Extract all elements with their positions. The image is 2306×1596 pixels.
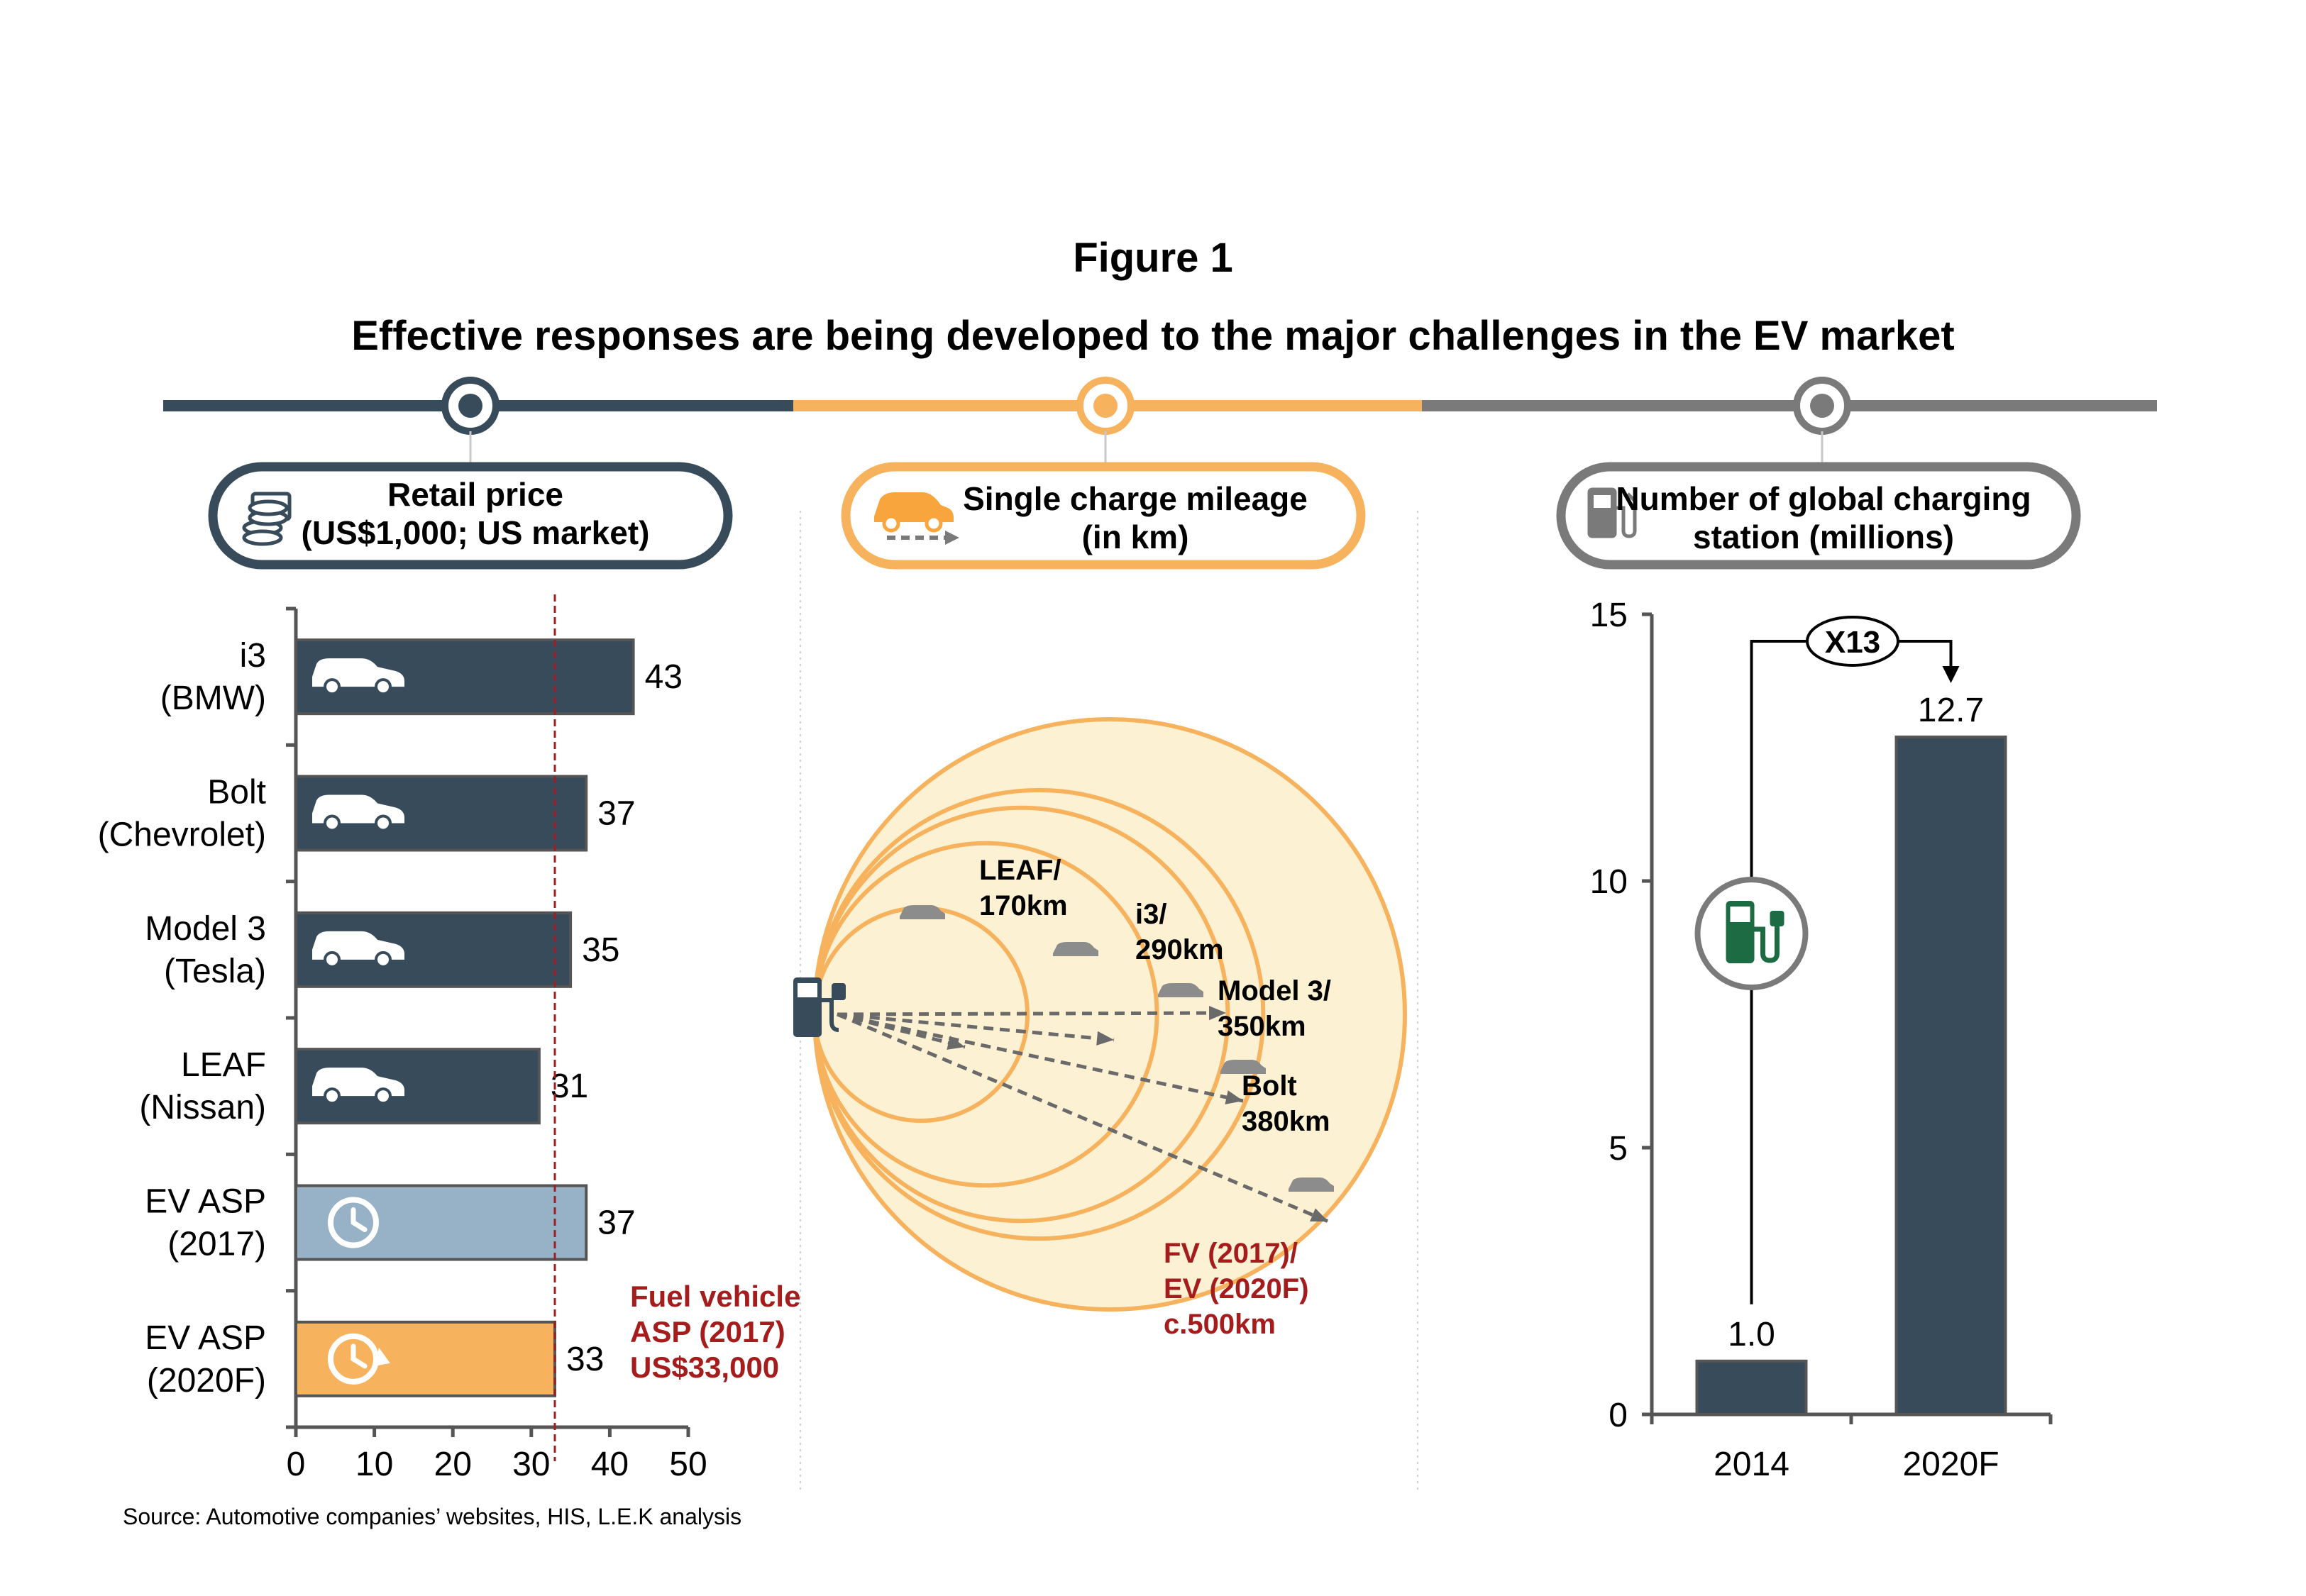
mileage-ring-label: 380km [1242, 1106, 1330, 1137]
mileage-ring-label: Bolt [1242, 1070, 1297, 1102]
car-icon [312, 658, 404, 696]
clock-arrow-icon [328, 1333, 390, 1385]
price-category-line2: (BMW) [160, 680, 266, 717]
range-arrowhead [1209, 1005, 1226, 1021]
charging-station-icon [793, 977, 846, 1037]
price-category-line1: EV ASP [145, 1183, 266, 1221]
price-category-line2: (2020F) [147, 1362, 266, 1400]
price-x-tick-label: 0 [287, 1446, 306, 1483]
mileage-title-line1: Single charge mileage [963, 480, 1308, 517]
timeline-node-mileage [1076, 377, 1135, 468]
price-category-line1: LEAF [181, 1046, 266, 1084]
price-x-tick-label: 20 [434, 1446, 472, 1483]
price-bar-value: 35 [582, 931, 619, 969]
stations-title-line2: station (millions) [1693, 519, 1954, 555]
price-category-line1: i3 [240, 637, 266, 675]
stations-pill-label: Number of global charging station (milli… [1604, 480, 2043, 556]
price-title-line1: Retail price [387, 476, 563, 513]
station-category-label: 2014 [1714, 1446, 1789, 1483]
range-arrowhead [1310, 1208, 1328, 1222]
station-bar [1894, 735, 2007, 1416]
reference-line-label: Fuel vehicle [630, 1280, 800, 1313]
timeline-node-price [441, 377, 500, 468]
money-stack-icon [242, 492, 292, 546]
price-bar [294, 1184, 588, 1261]
timeline-node-stations [1793, 377, 1851, 468]
stations-pill [1556, 462, 2081, 570]
price-title-line2: (US$1,000; US market) [301, 514, 650, 551]
price-x-tick-label: 50 [669, 1446, 707, 1483]
mileage-ring-label: FV (2017)/ [1164, 1238, 1298, 1269]
station-y-tick-label: 15 [1590, 597, 1628, 634]
mileage-title-line2: (in km) [1081, 519, 1189, 555]
price-bar-value: 33 [566, 1341, 604, 1378]
price-bar [294, 1320, 556, 1397]
station-y-tick-label: 0 [1609, 1397, 1628, 1434]
price-x-tick-label: 40 [591, 1446, 629, 1483]
car-icon [312, 1068, 404, 1105]
range-arrow [837, 1012, 1329, 1224]
mileage-ring-label: c.500km [1164, 1309, 1276, 1340]
price-category-line1: EV ASP [145, 1319, 266, 1357]
station-y-tick-label: 10 [1590, 863, 1628, 901]
range-arrowhead [1225, 1090, 1243, 1104]
car-icon [1158, 983, 1203, 997]
price-pill [208, 462, 733, 570]
mileage-ring-label: 290km [1135, 934, 1224, 965]
mileage-ring-label: Model 3/ [1218, 975, 1331, 1007]
fuel-pump-icon [1587, 487, 1637, 538]
price-category-line1: Model 3 [145, 910, 266, 948]
price-category-line2: (Nissan) [139, 1089, 266, 1126]
price-category-line1: Bolt [207, 774, 266, 811]
range-arrow [837, 1012, 1244, 1103]
ev-charger-icon [1694, 877, 1809, 990]
station-bar-value: 12.7 [1918, 692, 1984, 729]
car-arrow-icon [874, 492, 959, 545]
price-bar-value: 43 [645, 658, 683, 696]
price-category-line2: (Chevrolet) [98, 816, 266, 854]
station-category-label: 2020F [1902, 1446, 1999, 1483]
figure-label: Figure 1 [1073, 235, 1233, 281]
price-x-tick-label: 30 [512, 1446, 550, 1483]
mileage-ring-label: EV (2020F) [1164, 1273, 1309, 1304]
mileage-ring-label: 350km [1218, 1011, 1306, 1042]
price-bar-value: 37 [597, 1204, 635, 1242]
car-icon [1289, 1177, 1334, 1192]
clock-icon [328, 1197, 379, 1248]
car-icon [312, 794, 404, 832]
mileage-pill-label: Single charge mileage (in km) [951, 480, 1320, 556]
range-arrowhead [1096, 1031, 1114, 1046]
price-category-line2: (Tesla) [164, 953, 266, 990]
car-icon [1220, 1060, 1266, 1074]
mileage-ring-label: i3/ [1135, 899, 1166, 930]
mileage-ring-label: LEAF/ [979, 855, 1061, 886]
car-icon [312, 931, 404, 968]
growth-label: X13 [1825, 625, 1880, 660]
price-pill-label: Retail price (US$1,000; US market) [270, 475, 681, 552]
price-x-tick-label: 10 [355, 1446, 393, 1483]
source-note: Source: Automotive companies’ websites, … [123, 1504, 742, 1529]
price-category-line2: (2017) [167, 1226, 266, 1263]
car-icon [1053, 942, 1098, 956]
car-icon [900, 905, 945, 919]
range-arrow [837, 1012, 1115, 1042]
station-bar-value: 1.0 [1728, 1316, 1775, 1353]
growth-arrowhead [1942, 665, 1960, 683]
growth-badge [1806, 616, 1899, 667]
stations-title-line1: Number of global charging [1616, 480, 2031, 517]
mileage-pill [841, 462, 1366, 570]
price-bar-value: 37 [597, 795, 635, 833]
price-bar-value: 31 [551, 1068, 588, 1105]
station-bar [1695, 1359, 1808, 1417]
timeline-segment-stations [1422, 400, 2157, 411]
reference-line-label: US$33,000 [630, 1351, 779, 1384]
reference-line-label: ASP (2017) [630, 1315, 785, 1348]
mileage-ring-label: 170km [979, 890, 1068, 921]
figure-title: Effective responses are being developed … [351, 313, 1955, 359]
station-y-tick-label: 5 [1609, 1130, 1628, 1168]
